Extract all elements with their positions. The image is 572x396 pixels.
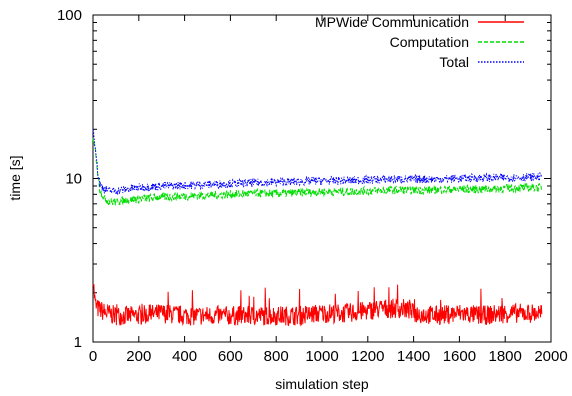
y-axis-label: time [s] [7, 155, 23, 200]
x-tick-label: 1600 [443, 348, 476, 365]
axis-ticks: 0 200 400 600 800 1000 1200 1400 1600 1800 2000 1 10… [57, 7, 568, 365]
y-tick-label: 1 [74, 334, 82, 351]
legend-label: Computation [390, 34, 469, 50]
x-tick-label: 400 [172, 348, 197, 365]
x-tick-label: 2000 [534, 348, 567, 365]
x-tick-label: 1000 [305, 348, 338, 365]
series-line-mpwide-communication [92, 283, 543, 327]
legend-label: Total [439, 54, 469, 70]
series-line-total [92, 129, 543, 196]
series-line-computation [92, 138, 543, 206]
y-tick-label: 100 [57, 7, 82, 24]
x-tick-label: 0 [89, 348, 97, 365]
x-tick-label: 1400 [397, 348, 430, 365]
plot-frame [92, 14, 552, 343]
y-tick-label: 10 [65, 171, 82, 188]
legend-label: MPWide Communication [315, 14, 469, 30]
x-tick-label: 800 [264, 348, 289, 365]
x-tick-label: 1200 [351, 348, 384, 365]
x-tick-label: 200 [126, 348, 151, 365]
legend: MPWide Communication Computation Total [315, 14, 524, 70]
x-axis-label: simulation step [275, 376, 369, 392]
series-lines [92, 129, 543, 327]
x-tick-label: 600 [218, 348, 243, 365]
x-tick-label: 1800 [489, 348, 522, 365]
